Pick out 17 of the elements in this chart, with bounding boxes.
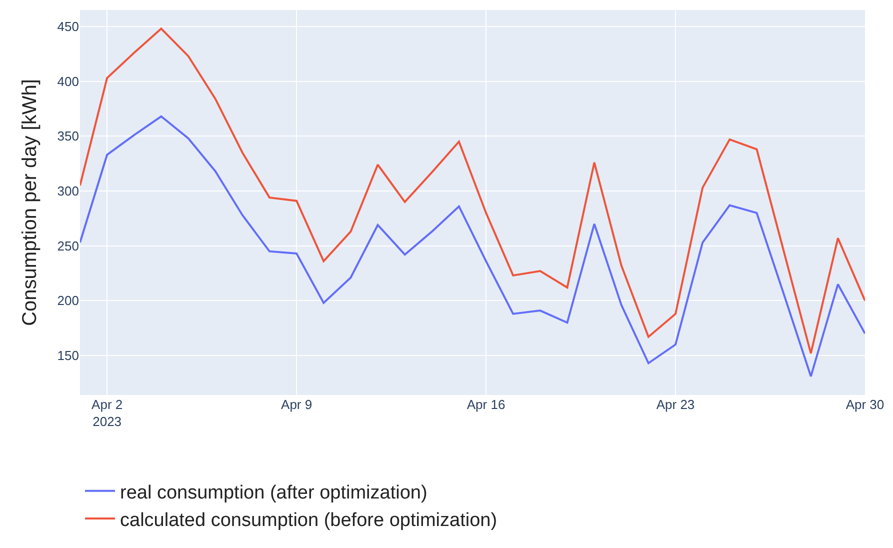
y-tick-label: 350 <box>57 128 79 144</box>
x-tick-label: Apr 23 <box>656 397 695 412</box>
y-tick-label: 250 <box>57 238 79 254</box>
y-axis-title: Consumption per day [kWh] <box>18 79 41 326</box>
line-series <box>80 115 865 378</box>
y-tick-label: 300 <box>57 184 79 199</box>
y-tick-label: 400 <box>57 74 79 89</box>
x-tick-label: Apr 9 <box>281 397 312 412</box>
y-tick-label: 200 <box>57 293 79 308</box>
legend-label: calculated consumption (before optimization) <box>120 510 498 531</box>
y-tick-label: 150 <box>57 348 79 364</box>
x-tick-label: Apr 16 <box>466 397 506 412</box>
x-tick-label: Apr 30 <box>846 397 884 412</box>
x-tick-label: Apr 2 2023 <box>92 397 123 429</box>
line-series <box>80 28 865 354</box>
legend-label: real consumption (after optimization) <box>120 482 428 504</box>
y-tick-label: 450 <box>57 19 79 34</box>
